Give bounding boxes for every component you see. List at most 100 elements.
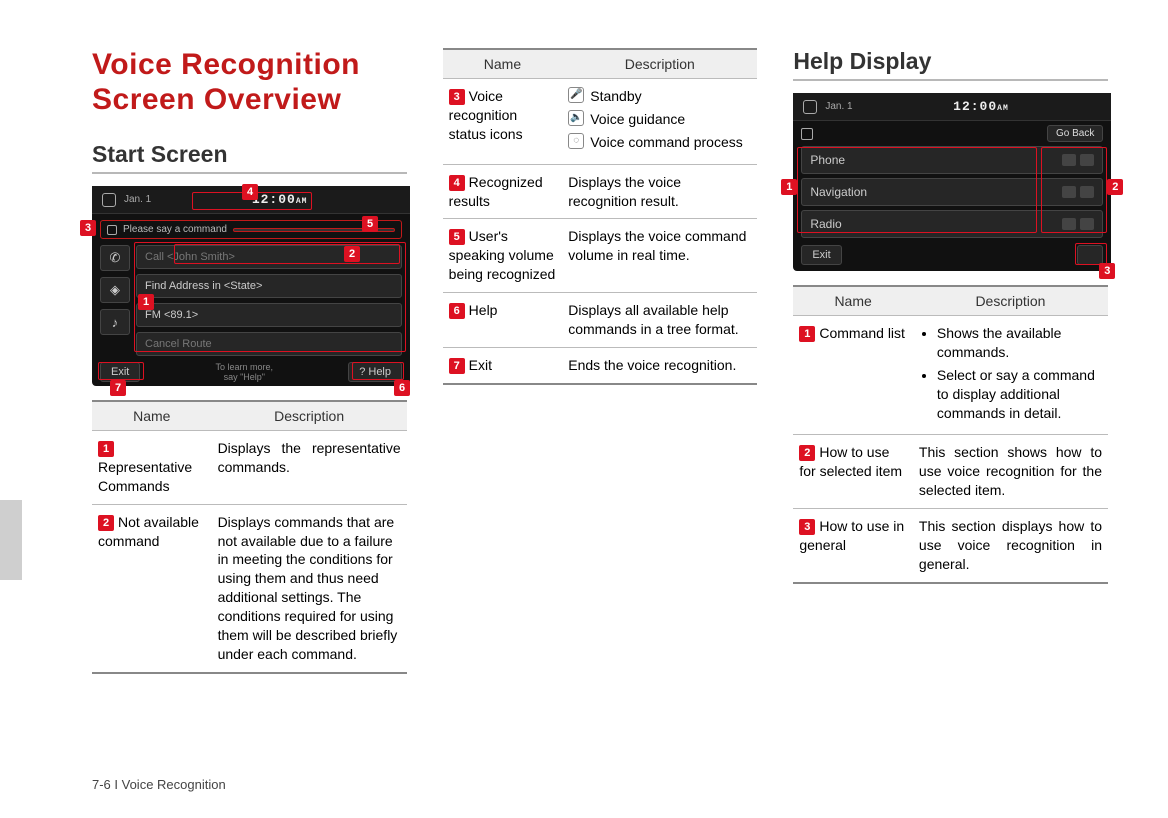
exit-button[interactable]: Exit bbox=[801, 245, 841, 265]
help-callout-box-1 bbox=[797, 147, 1037, 233]
table-row: 2How to use for selected item This secti… bbox=[793, 435, 1108, 509]
callout-1: 1 bbox=[138, 294, 154, 310]
th-name: Name bbox=[92, 401, 212, 431]
voice-guidance-icon: 🔈 bbox=[568, 110, 584, 126]
page-title: Voice Recognition Screen Overview bbox=[92, 48, 407, 117]
help-callout-3: 3 bbox=[1099, 263, 1115, 279]
row-num: 3 bbox=[449, 89, 465, 105]
row-num: 5 bbox=[449, 229, 465, 245]
clock-time: 12:00 bbox=[953, 99, 997, 114]
help-table: Name Description 1Command list Shows the… bbox=[793, 285, 1108, 584]
callout-5: 5 bbox=[362, 216, 378, 232]
row-desc: 🎤 Standby 🔈 Voice guidance ◌ Voice command … bbox=[562, 79, 757, 165]
icon-label: Standby bbox=[590, 87, 641, 106]
table-row: 1 Representative Commands Displays the re… bbox=[92, 431, 407, 505]
page-tab-mark bbox=[0, 500, 22, 580]
mic-icon bbox=[107, 225, 117, 235]
row-desc: Displays the voice recognition result. bbox=[562, 164, 757, 219]
category-icons: ✆ ◈ ♪ bbox=[100, 245, 130, 356]
home-icon bbox=[803, 100, 817, 114]
table-row: 6Help Displays all available help comman… bbox=[443, 293, 758, 348]
page: Voice Recognition Screen Overview Start … bbox=[0, 0, 1168, 818]
th-name: Name bbox=[793, 286, 913, 316]
row-name: Exit bbox=[469, 357, 492, 373]
help-bottombar: Exit bbox=[801, 245, 1103, 265]
title-line-1: Voice Recognition bbox=[92, 48, 360, 81]
table-row: 2Not available command Displays commands… bbox=[92, 504, 407, 673]
callout-2: 2 bbox=[344, 246, 360, 262]
row-num: 1 bbox=[98, 441, 114, 457]
th-desc: Description bbox=[212, 401, 407, 431]
row-desc: Displays commands that are not available… bbox=[212, 504, 407, 673]
column-left: Voice Recognition Screen Overview Start … bbox=[92, 48, 407, 748]
voice-process-icon: ◌ bbox=[568, 133, 584, 149]
bullet: Shows the available commands. bbox=[937, 324, 1102, 362]
row-desc: Ends the voice recognition. bbox=[562, 347, 757, 383]
row-name: Help bbox=[469, 302, 498, 318]
row-name: How to use in general bbox=[799, 518, 904, 553]
callout-7: 7 bbox=[110, 380, 126, 396]
help-topbar: Jan. 1 12:00AM bbox=[793, 93, 1111, 121]
table-row: 4Recognized results Displays the voice r… bbox=[443, 164, 758, 219]
row-num: 7 bbox=[449, 358, 465, 374]
row-num: 6 bbox=[449, 303, 465, 319]
th-desc: Description bbox=[562, 49, 757, 79]
bullet: Select or say a command to display addit… bbox=[937, 366, 1102, 423]
row-num: 2 bbox=[98, 515, 114, 531]
table-row: 7Exit Ends the voice recognition. bbox=[443, 347, 758, 383]
help-callout-1: 1 bbox=[781, 179, 797, 195]
callout-6: 6 bbox=[394, 380, 410, 396]
command-prompt: Please say a command bbox=[123, 224, 227, 235]
th-name: Name bbox=[443, 49, 563, 79]
mid-table: Name Description 3Voice recognition stat… bbox=[443, 48, 758, 385]
column-right: Help Display Jan. 1 12:00AM Go Back Phon… bbox=[793, 48, 1108, 748]
icon-label: Voice command process bbox=[590, 133, 743, 152]
help-callout-box-2 bbox=[1041, 147, 1107, 233]
help-callout-box-3 bbox=[1075, 243, 1107, 265]
column-middle: Name Description 3Voice recognition stat… bbox=[443, 48, 758, 748]
row-desc: Displays the voice command volume in rea… bbox=[562, 219, 757, 293]
callout-box-7 bbox=[98, 362, 144, 380]
start-screen-mock: Jan. 1 12:00AM Please say a command ✆ ◈ … bbox=[92, 186, 410, 386]
learn-more-text: To learn more, say "Help" bbox=[148, 362, 340, 382]
help-screen-mock: Jan. 1 12:00AM Go Back Phone Navigation … bbox=[793, 93, 1111, 271]
row-desc: Displays the representative commands. bbox=[212, 431, 407, 505]
command-bar: Please say a command bbox=[100, 220, 402, 239]
row-desc: This section shows how to use voice reco… bbox=[913, 435, 1108, 509]
table-row: 1Command list Shows the available comman… bbox=[793, 316, 1108, 435]
callout-4: 4 bbox=[242, 184, 258, 200]
help-display-heading: Help Display bbox=[793, 48, 1108, 81]
row-num: 1 bbox=[799, 326, 815, 342]
title-line-2: Screen Overview bbox=[92, 83, 341, 116]
callout-box-6 bbox=[352, 362, 404, 380]
clock-ampm: AM bbox=[997, 104, 1009, 113]
table-row: 3How to use in general This section disp… bbox=[793, 509, 1108, 583]
standby-icon: 🎤 bbox=[568, 87, 584, 103]
help-date: Jan. 1 bbox=[825, 101, 852, 112]
help-callout-2: 2 bbox=[1107, 179, 1123, 195]
page-footer: 7-6 I Voice Recognition bbox=[92, 777, 226, 792]
help-clock: 12:00AM bbox=[861, 99, 1102, 114]
table-row: 5User's speaking volume being recognized… bbox=[443, 219, 758, 293]
go-back-button[interactable]: Go Back bbox=[1047, 125, 1103, 142]
columns: Voice Recognition Screen Overview Start … bbox=[92, 48, 1108, 748]
radio-icon: ♪ bbox=[100, 309, 130, 335]
row-num: 4 bbox=[449, 175, 465, 191]
help-row-top: Go Back bbox=[801, 125, 1103, 142]
start-date: Jan. 1 bbox=[124, 194, 151, 205]
row-name: Representative Commands bbox=[98, 459, 192, 494]
callout-3: 3 bbox=[80, 220, 96, 236]
callout-box-2 bbox=[174, 244, 400, 264]
row-desc: Displays all available help commands in … bbox=[562, 293, 757, 348]
mic-icon bbox=[801, 128, 813, 140]
row-desc: This section displays how to use voice r… bbox=[913, 509, 1108, 583]
row-num: 3 bbox=[799, 519, 815, 535]
icon-label: Voice guidance bbox=[590, 110, 685, 129]
row-desc: Shows the available commands. Select or … bbox=[913, 316, 1108, 435]
row-num: 2 bbox=[799, 445, 815, 461]
th-desc: Description bbox=[913, 286, 1108, 316]
home-icon bbox=[102, 193, 116, 207]
phone-icon: ✆ bbox=[100, 245, 130, 271]
start-screen-heading: Start Screen bbox=[92, 141, 407, 174]
table-row: 3Voice recognition status icons 🎤Standby… bbox=[443, 79, 758, 165]
